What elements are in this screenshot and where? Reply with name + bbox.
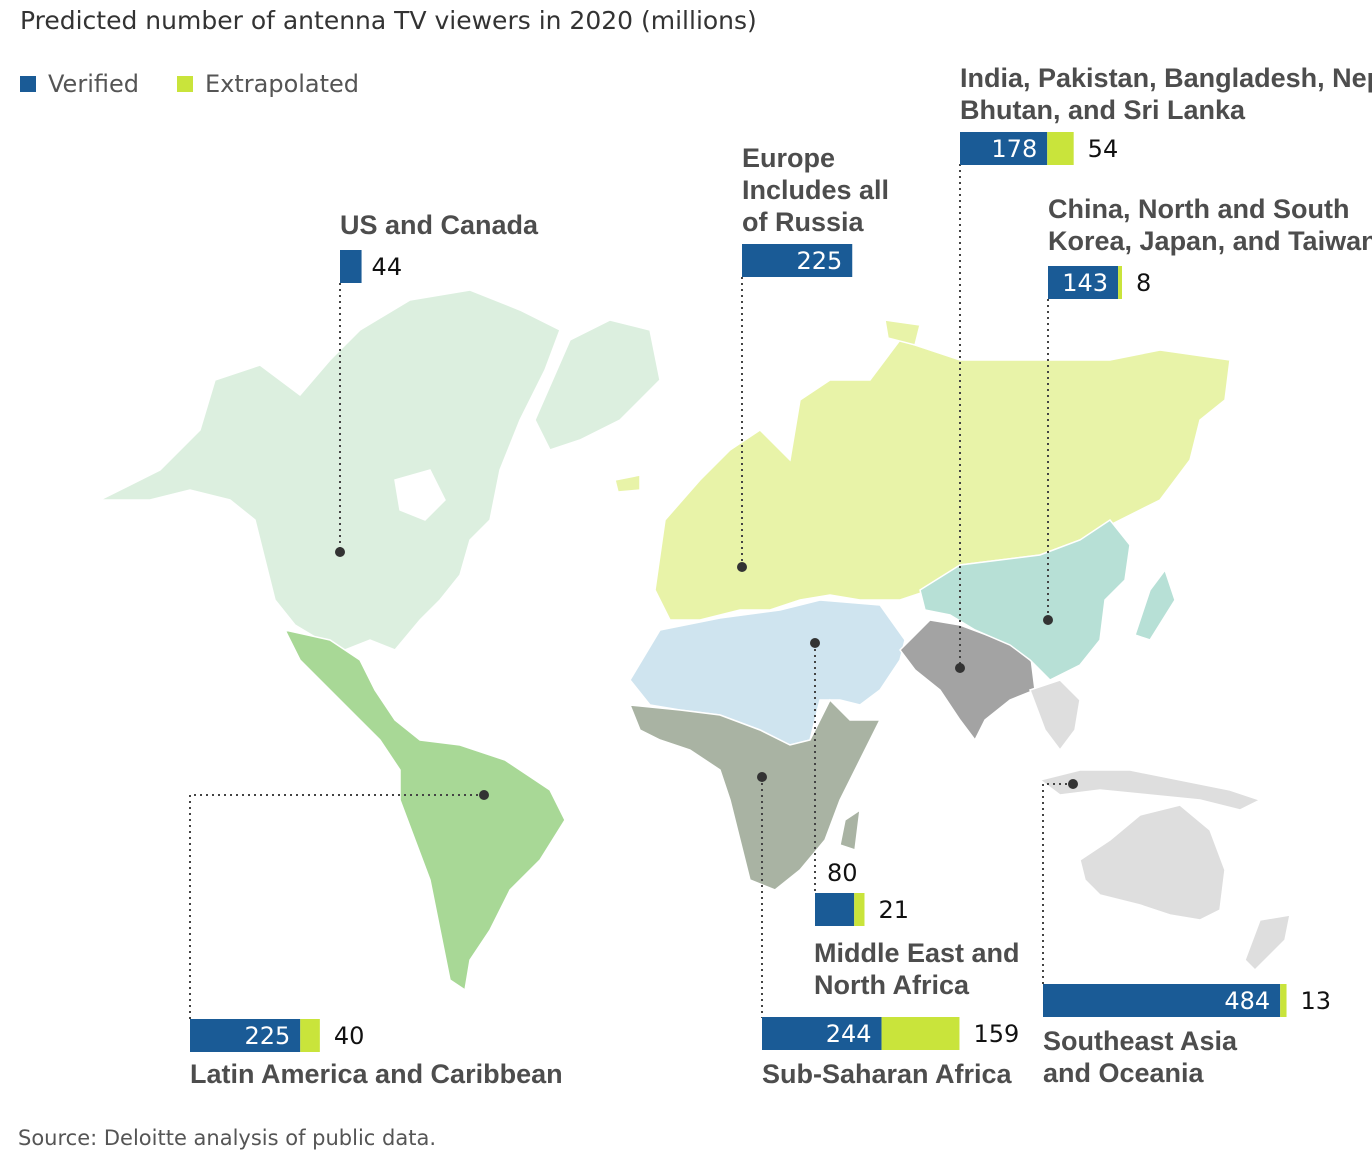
legend-item-verified: Verified — [20, 70, 139, 98]
label-europe-line1: Europe — [742, 143, 835, 173]
bar-verified-us-canada — [340, 250, 362, 283]
value-extrapolated-india: 54 — [1088, 135, 1119, 163]
bar-extrapolated-india — [1047, 132, 1074, 165]
dot-india — [955, 663, 965, 673]
region-north-america — [99, 289, 661, 651]
value-extrapolated-china: 8 — [1136, 269, 1151, 297]
value-verified-latam: 225 — [244, 1022, 290, 1050]
label-india-line2: Bhutan, and Sri Lanka — [960, 95, 1246, 125]
legend-item-extrapolated: Extrapolated — [176, 70, 360, 98]
dot-mena — [810, 638, 820, 648]
bar-extrapolated-latam — [300, 1019, 320, 1052]
region-europe-russia — [614, 319, 1231, 621]
bar-verified-ssa — [762, 1017, 882, 1050]
value-extrapolated-sea: 13 — [1301, 987, 1332, 1015]
bar-verified-latam — [190, 1019, 301, 1052]
region-labels: US and Canada Europe Includes all of Rus… — [190, 63, 1372, 1089]
bar-verified-china — [1048, 266, 1119, 299]
region-se-asia-oceania — [1029, 679, 1291, 972]
leader-sea — [1042, 783, 1073, 985]
bar-extrapolated-china — [1118, 266, 1122, 299]
legend-label-extrapolated: Extrapolated — [204, 70, 360, 98]
dot-latam — [479, 790, 489, 800]
label-sea-line1: Southeast Asia — [1043, 1026, 1238, 1056]
label-us-canada: US and Canada — [340, 210, 539, 240]
value-verified-us-canada: 44 — [372, 253, 403, 281]
label-china-line1: China, North and South — [1048, 194, 1349, 224]
region-sub-saharan-africa — [628, 698, 882, 891]
label-mena-line1: Middle East and — [814, 938, 1020, 968]
dot-sea — [1068, 779, 1078, 789]
chart-title: Predicted number of antenna TV viewers i… — [20, 6, 757, 35]
value-verified-mena: 80 — [827, 859, 858, 887]
bar-extrapolated-mena — [854, 893, 865, 926]
value-verified-ssa: 244 — [826, 1020, 872, 1048]
dot-us-canada — [335, 547, 345, 557]
label-ssa: Sub-Saharan Africa — [762, 1059, 1013, 1089]
bar-verified-mena — [815, 893, 855, 926]
bar-verified-europe — [742, 244, 853, 277]
bar-extrapolated-ssa — [881, 1017, 960, 1050]
leader-latam — [189, 794, 484, 1020]
bar-verified-sea — [1043, 984, 1281, 1017]
dot-china — [1043, 615, 1053, 625]
leader-lines — [189, 164, 1078, 1020]
label-india-line1: India, Pakistan, Bangladesh, Nepal, — [960, 63, 1372, 93]
value-verified-china: 143 — [1062, 269, 1108, 297]
bar-extrapolated-sea — [1280, 984, 1287, 1017]
value-extrapolated-ssa: 159 — [973, 1020, 1019, 1048]
label-china-line2: Korea, Japan, and Taiwan — [1048, 226, 1372, 256]
label-latam: Latin America and Caribbean — [190, 1059, 563, 1089]
bars: 44 225 178 54 143 8 225 40 80 21 244 159 484 13 — [190, 132, 1331, 1052]
dot-ssa — [757, 772, 767, 782]
label-europe-line3: of Russia — [742, 207, 865, 237]
region-south-asia — [899, 619, 1036, 742]
value-verified-india: 178 — [991, 135, 1037, 163]
value-verified-sea: 484 — [1224, 987, 1270, 1015]
label-mena-line2: North Africa — [814, 970, 970, 1000]
source-note: Source: Deloitte analysis of public data… — [18, 1126, 437, 1150]
label-europe-line2: Includes all — [742, 175, 889, 205]
bar-verified-india — [960, 132, 1048, 165]
value-verified-europe: 225 — [796, 247, 842, 275]
region-latin-america — [283, 628, 566, 992]
label-sea-line2: and Oceania — [1043, 1058, 1205, 1088]
legend-swatch-extrapolated — [176, 76, 193, 92]
region-east-asia — [919, 518, 1176, 681]
value-extrapolated-mena: 21 — [878, 896, 909, 924]
dot-europe — [737, 562, 747, 572]
legend: Verified Extrapolated — [20, 70, 397, 98]
legend-swatch-verified — [20, 76, 36, 92]
legend-label-verified: Verified — [48, 70, 139, 98]
value-extrapolated-latam: 40 — [334, 1022, 365, 1050]
